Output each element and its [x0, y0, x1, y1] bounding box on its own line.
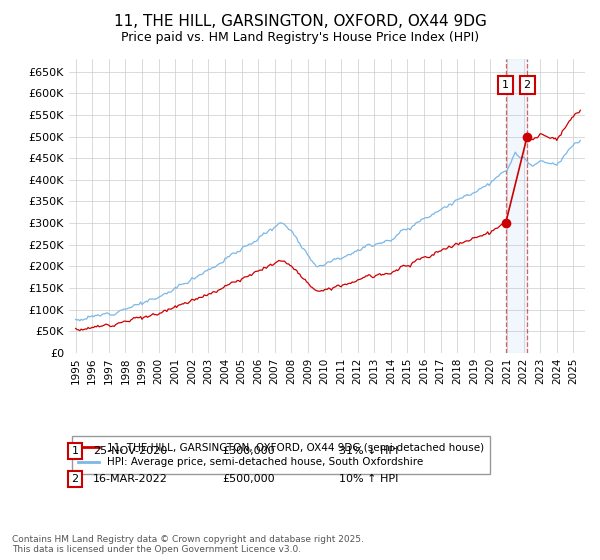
- Text: 2: 2: [524, 80, 530, 90]
- Legend: 11, THE HILL, GARSINGTON, OXFORD, OX44 9DG (semi-detached house), HPI: Average p: 11, THE HILL, GARSINGTON, OXFORD, OX44 9…: [71, 436, 490, 474]
- Text: 16-MAR-2022: 16-MAR-2022: [93, 474, 168, 484]
- Text: Contains HM Land Registry data © Crown copyright and database right 2025.
This d: Contains HM Land Registry data © Crown c…: [12, 535, 364, 554]
- Text: 10% ↑ HPI: 10% ↑ HPI: [339, 474, 398, 484]
- Text: Price paid vs. HM Land Registry's House Price Index (HPI): Price paid vs. HM Land Registry's House …: [121, 31, 479, 44]
- Text: 1: 1: [502, 80, 509, 90]
- Text: £500,000: £500,000: [222, 474, 275, 484]
- Text: 1: 1: [71, 446, 79, 456]
- Text: 31% ↓ HPI: 31% ↓ HPI: [339, 446, 398, 456]
- Text: 25-NOV-2020: 25-NOV-2020: [93, 446, 167, 456]
- Text: 2: 2: [71, 474, 79, 484]
- Bar: [506, 59, 527, 353]
- Text: £300,000: £300,000: [222, 446, 275, 456]
- Text: 11, THE HILL, GARSINGTON, OXFORD, OX44 9DG: 11, THE HILL, GARSINGTON, OXFORD, OX44 9…: [113, 14, 487, 29]
